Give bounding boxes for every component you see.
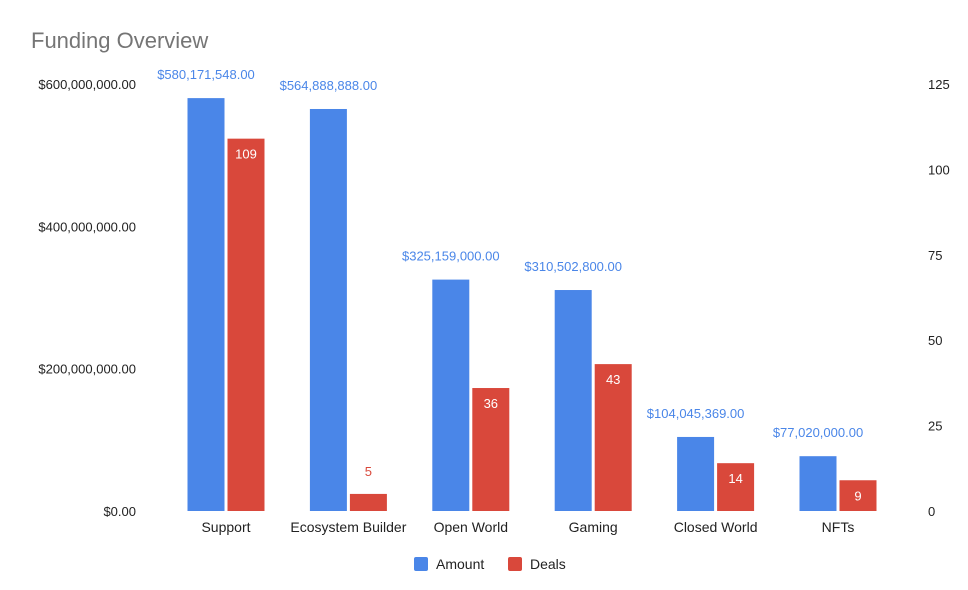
x-tick-label: NFTs	[822, 519, 855, 535]
data-label-amount: $564,888,888.00	[280, 78, 378, 93]
x-tick-label: Gaming	[569, 519, 618, 535]
data-label-deals: 109	[235, 147, 257, 162]
data-label-deals: 9	[854, 488, 861, 503]
y-right-tick-label: 25	[928, 419, 942, 434]
bar-amount	[677, 436, 715, 511]
data-label-deals: 43	[606, 372, 620, 387]
data-label-deals: 5	[365, 464, 372, 479]
data-label-amount: $310,502,800.00	[524, 259, 622, 274]
bar-deals	[227, 138, 265, 511]
x-tick-label: Ecosystem Builder	[290, 519, 406, 535]
y-left-tick-label: $600,000,000.00	[38, 77, 136, 92]
bar-amount	[799, 456, 837, 511]
data-label-amount: $325,159,000.00	[402, 249, 500, 264]
bar-amount	[309, 108, 347, 511]
bar-amount	[432, 279, 470, 511]
legend-label: Amount	[436, 556, 484, 572]
bar-deals	[594, 364, 632, 511]
y-left-tick-label: $200,000,000.00	[38, 362, 136, 377]
bar-deals	[717, 463, 755, 511]
x-tick-label: Open World	[434, 519, 508, 535]
y-right-tick-label: 100	[928, 162, 950, 177]
legend-label: Deals	[530, 556, 566, 572]
bar-amount	[187, 98, 225, 511]
data-label-amount: $77,020,000.00	[773, 425, 863, 440]
x-tick-label: Support	[201, 519, 250, 535]
y-right-tick-label: 125	[928, 77, 950, 92]
data-label-amount: $580,171,548.00	[157, 67, 255, 82]
x-tick-label: Closed World	[674, 519, 758, 535]
chart-title: Funding Overview	[31, 28, 209, 53]
bar-amount	[554, 290, 592, 511]
y-right-tick-label: 50	[928, 333, 942, 348]
legend-swatch	[414, 557, 428, 571]
data-label-deals: 36	[484, 396, 498, 411]
bar-deals	[839, 480, 877, 511]
data-label-amount: $104,045,369.00	[647, 406, 745, 421]
y-left-tick-label: $400,000,000.00	[38, 219, 136, 234]
bar-deals	[349, 493, 387, 511]
legend-swatch	[508, 557, 522, 571]
data-label-deals: 14	[728, 471, 742, 486]
bar-deals	[472, 388, 510, 511]
y-left-tick-label: $0.00	[103, 504, 136, 519]
y-right-tick-label: 0	[928, 504, 935, 519]
y-right-tick-label: 75	[928, 248, 942, 263]
